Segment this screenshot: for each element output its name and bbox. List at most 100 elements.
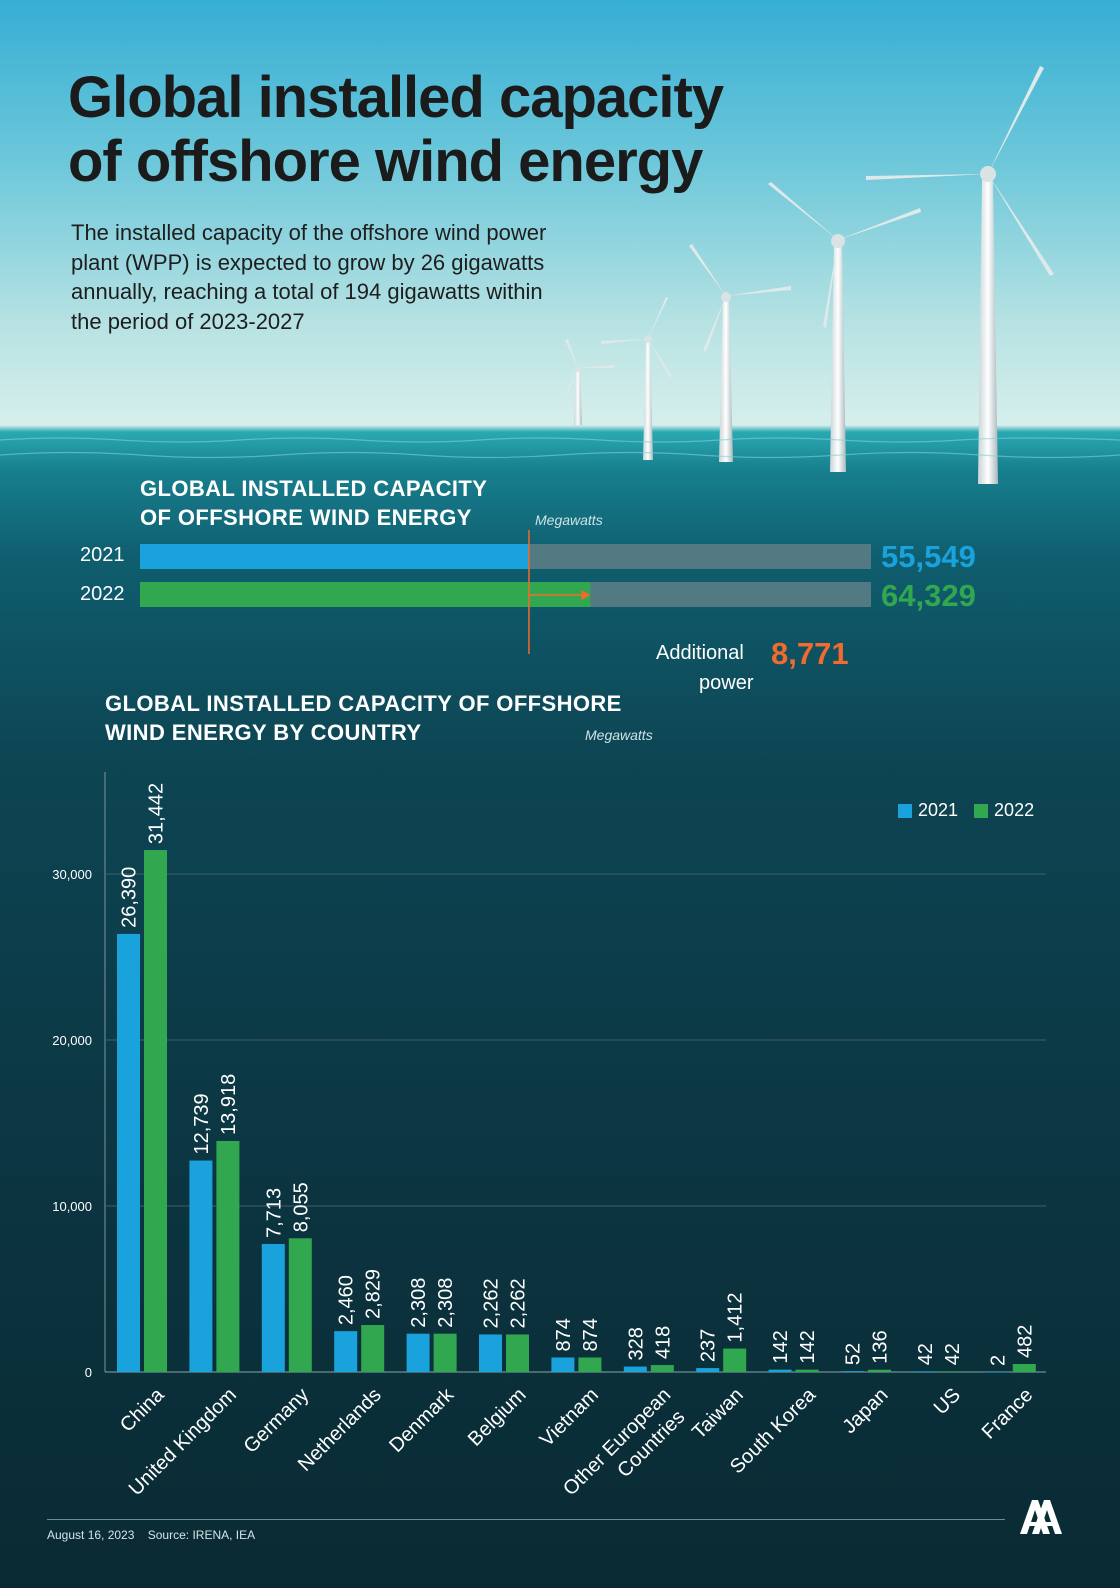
capacity-title-line-1: GLOBAL INSTALLED CAPACITY: [140, 476, 488, 501]
additional-label-1: Additional: [656, 642, 744, 664]
turbine-5: [866, 66, 1054, 484]
category-label: US: [930, 1384, 965, 1419]
bar-2021: [140, 544, 529, 569]
capacity-unit-label: Megawatts: [535, 512, 603, 528]
data-label: 328: [625, 1327, 647, 1360]
bar: [144, 850, 167, 1372]
data-label: 874: [553, 1318, 575, 1351]
turbine-3: [689, 244, 791, 462]
bar: [841, 1371, 864, 1372]
page-title: Global installed capacity of offshore wi…: [68, 65, 724, 194]
y-tick-label: 20,000: [52, 1033, 92, 1048]
bar: [506, 1334, 529, 1372]
value-2022: 64,329: [881, 578, 976, 613]
data-label: 31,442: [146, 783, 168, 844]
data-label: 418: [652, 1326, 674, 1359]
bar: [578, 1357, 602, 1372]
footer-source: Source: IRENA, IEA: [147, 1528, 256, 1542]
country-section-title: GLOBAL INSTALLED CAPACITY OF OFFSHORE WI…: [105, 689, 622, 747]
value-2021: 55,549: [881, 539, 976, 574]
title-line-2: of offshore wind energy: [68, 129, 703, 194]
data-label: 2: [987, 1355, 1009, 1366]
chart-legend: 2021 2022: [898, 800, 1034, 821]
bar: [216, 1140, 240, 1372]
bar: [868, 1369, 891, 1372]
capacity-bar-chart: [140, 530, 871, 654]
y-tick-label: 30,000: [52, 867, 92, 882]
data-label: 2,262: [481, 1278, 503, 1328]
bar: [723, 1348, 747, 1372]
capacity-section-title: GLOBAL INSTALLED CAPACITY OF OFFSHORE WI…: [140, 474, 487, 532]
bar: [117, 933, 140, 1372]
intro-text: The installed capacity of the offshore w…: [71, 220, 547, 334]
data-label: 7,713: [263, 1188, 285, 1238]
bar: [696, 1368, 720, 1372]
turbine-4: [768, 182, 921, 472]
wind-turbines-illustration: [0, 66, 1120, 484]
data-label: 1,412: [725, 1292, 747, 1342]
bar: [940, 1371, 964, 1372]
additional-label-2: power: [699, 672, 754, 694]
legend-label-2021: 2021: [918, 800, 959, 820]
data-label: 8,055: [290, 1182, 312, 1232]
bar: [551, 1357, 575, 1372]
category-label: Denmark: [385, 1383, 459, 1457]
year-label-2021: 2021: [80, 544, 125, 566]
bar: [334, 1331, 358, 1372]
data-label: 237: [698, 1329, 720, 1362]
bar: [650, 1365, 674, 1372]
data-label: 52: [843, 1343, 865, 1365]
footer-divider: [47, 1519, 1005, 1520]
y-tick-label: 10,000: [52, 1199, 92, 1214]
arrow-head-icon: [581, 590, 591, 600]
category-label: Germany: [240, 1384, 314, 1458]
category-label: China: [116, 1383, 169, 1436]
bar: [913, 1371, 937, 1372]
bar: [189, 1160, 213, 1372]
category-label: France: [978, 1384, 1038, 1444]
category-label: Vietnam: [536, 1384, 603, 1451]
turbine-2: [601, 297, 672, 460]
bar: [361, 1325, 385, 1372]
country-title-line-1: GLOBAL INSTALLED CAPACITY OF OFFSHORE: [105, 691, 622, 716]
data-label: 42: [915, 1343, 937, 1365]
data-label: 142: [770, 1330, 792, 1363]
bar: [288, 1238, 312, 1372]
country-unit-label: Megawatts: [585, 727, 653, 743]
category-label: Japan: [838, 1384, 892, 1438]
turbine-1: [565, 339, 614, 425]
data-label: 2,460: [336, 1275, 358, 1325]
data-label: 2,829: [363, 1269, 385, 1319]
title-line-1: Global installed capacity: [68, 65, 724, 130]
bar: [433, 1333, 457, 1372]
y-tick-label: 0: [85, 1365, 92, 1380]
additional-value: 8,771: [771, 636, 849, 671]
data-label: 482: [1014, 1325, 1036, 1358]
data-label: 2,262: [508, 1278, 530, 1328]
bar-2022: [140, 582, 591, 607]
legend-swatch-2022: [974, 803, 989, 818]
data-label: 2,308: [435, 1278, 457, 1328]
footer: August 16, 2023 Source: IRENA, IEA: [47, 1528, 265, 1542]
legend-swatch-2021: [898, 803, 912, 818]
bar: [261, 1243, 285, 1372]
data-label: 136: [870, 1330, 892, 1363]
bar: [768, 1369, 792, 1372]
country-bar-chart: 0 10,000 20,000 30,000 26,390 31,442 China 12,7…: [52, 772, 1046, 1500]
data-label: 2,308: [408, 1278, 430, 1328]
data-label: 12,739: [191, 1093, 213, 1154]
data-label: 42: [942, 1343, 964, 1365]
data-label: 26,390: [119, 867, 141, 928]
country-title-line-2: WIND ENERGY BY COUNTRY: [105, 720, 422, 745]
category-label: Belgium: [464, 1384, 531, 1451]
legend-label-2022: 2022: [994, 800, 1035, 820]
data-label: 13,918: [218, 1074, 240, 1135]
aa-logo-icon: [1020, 1500, 1062, 1534]
bar: [623, 1366, 647, 1372]
footer-date: August 16, 2023: [47, 1528, 135, 1542]
bar: [406, 1333, 430, 1372]
data-label: 142: [797, 1330, 819, 1363]
bar: [1012, 1363, 1036, 1372]
bar: [795, 1369, 819, 1372]
